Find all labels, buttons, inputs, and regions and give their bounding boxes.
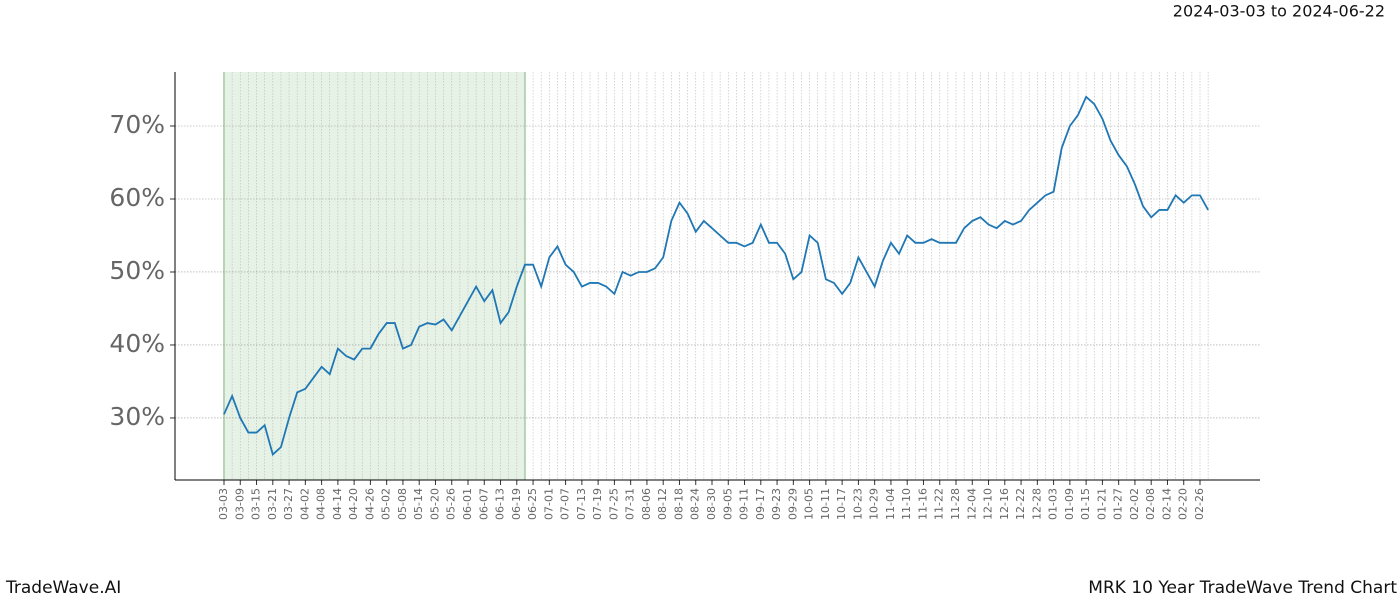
x-tick-label: 06-25: [526, 488, 539, 520]
x-tick-label: 04-08: [315, 488, 328, 520]
x-tick-label: 07-13: [575, 488, 588, 520]
x-tick-label: 06-19: [510, 488, 523, 520]
x-tick-label: 12-04: [965, 488, 978, 520]
x-tick-label: 09-23: [770, 488, 783, 520]
x-tick-label: 10-23: [851, 488, 864, 520]
x-tick-label: 07-01: [542, 488, 555, 520]
x-tick-label: 11-28: [949, 488, 962, 520]
y-tick-label: 40%: [109, 329, 165, 358]
chart-title: MRK 10 Year TradeWave Trend Chart: [1088, 578, 1397, 598]
y-tick-label: 50%: [109, 256, 165, 285]
x-tick-label: 12-10: [982, 488, 995, 520]
y-tick-label: 30%: [109, 402, 165, 431]
x-tick-label: 02-02: [1128, 488, 1141, 520]
x-tick-label: 03-03: [217, 488, 230, 520]
x-tick-label: 04-02: [298, 488, 311, 520]
x-tick-label: 08-06: [640, 488, 653, 520]
x-tick-label: 08-18: [672, 488, 685, 520]
x-tick-label: 11-16: [916, 488, 929, 520]
x-tick-label: 10-29: [868, 488, 881, 520]
x-tick-label: 07-31: [624, 488, 637, 520]
x-tick-label: 08-24: [689, 488, 702, 520]
x-tick-label: 10-11: [819, 488, 832, 520]
x-tick-label: 12-16: [998, 488, 1011, 520]
x-tick-label: 08-12: [656, 488, 669, 520]
x-tick-label: 11-10: [900, 488, 913, 520]
x-tick-label: 05-14: [412, 488, 425, 520]
x-tick-label: 02-14: [1160, 488, 1173, 520]
x-tick-label: 03-21: [266, 488, 279, 520]
chart-subtitle: 2024-03-03 to 2024-06-22: [1173, 2, 1385, 21]
x-tick-label: 01-03: [1047, 488, 1060, 520]
x-tick-label: 07-25: [607, 488, 620, 520]
x-tick-label: 05-08: [396, 488, 409, 520]
watermark: TradeWave.AI: [5, 578, 121, 598]
x-tick-label: 01-15: [1079, 488, 1092, 520]
x-tick-label: 09-11: [738, 488, 751, 520]
x-tick-label: 02-26: [1193, 488, 1206, 520]
x-tick-label: 01-27: [1112, 488, 1125, 520]
x-tick-label: 10-05: [803, 488, 816, 520]
x-tick-label: 01-21: [1095, 488, 1108, 520]
x-tick-label: 09-29: [786, 488, 799, 520]
x-tick-label: 03-09: [233, 488, 246, 520]
x-tick-label: 04-20: [347, 488, 360, 520]
x-tick-label: 11-22: [933, 488, 946, 520]
x-tick-label: 09-05: [721, 488, 734, 520]
x-tick-label: 04-14: [331, 488, 344, 520]
x-tick-label: 05-20: [428, 488, 441, 520]
x-tick-label: 02-20: [1177, 488, 1190, 520]
x-tick-label: 02-08: [1144, 488, 1157, 520]
x-tick-label: 08-30: [705, 488, 718, 520]
x-tick-label: 03-15: [250, 488, 263, 520]
x-tick-label: 06-07: [477, 488, 490, 520]
x-tick-label: 06-01: [461, 488, 474, 520]
x-tick-label: 01-09: [1063, 488, 1076, 520]
highlight-band: [224, 72, 525, 480]
x-tick-label: 04-26: [363, 488, 376, 520]
x-tick-label: 03-27: [282, 488, 295, 520]
y-tick-label: 70%: [109, 110, 165, 139]
x-tick-label: 11-04: [884, 488, 897, 520]
x-tick-label: 07-07: [559, 488, 572, 520]
y-tick-label: 60%: [109, 183, 165, 212]
x-tick-label: 06-13: [494, 488, 507, 520]
x-tick-label: 05-02: [380, 488, 393, 520]
x-tick-label: 05-26: [445, 488, 458, 520]
x-tick-label: 10-17: [835, 488, 848, 520]
x-tick-label: 07-19: [591, 488, 604, 520]
trend-line: [223, 95, 1209, 457]
x-tick-label: 12-22: [1014, 488, 1027, 520]
x-tick-label: 09-17: [754, 488, 767, 520]
x-tick-label: 12-28: [1030, 488, 1043, 520]
